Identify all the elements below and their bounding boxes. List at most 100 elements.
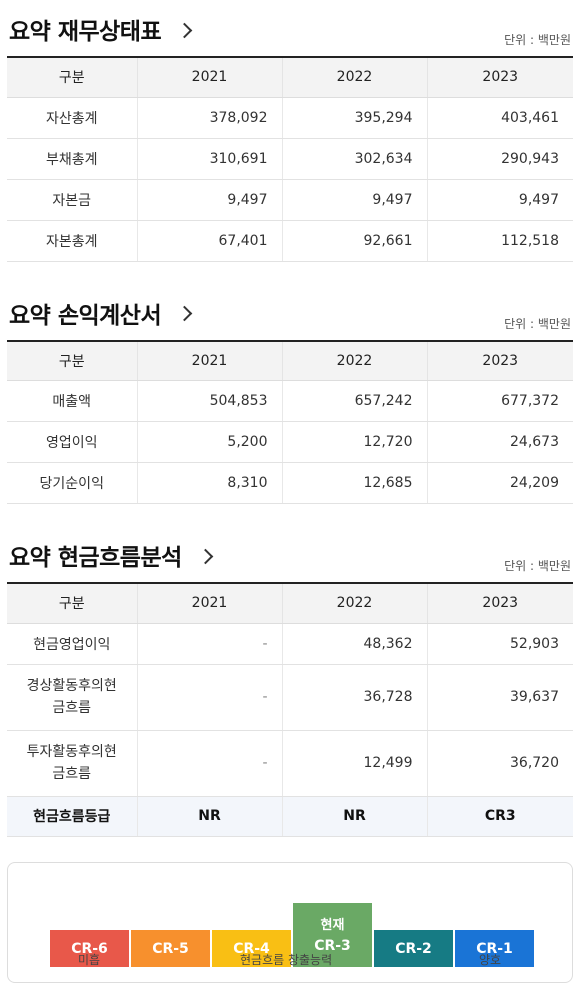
cell-value: 36,720 <box>426 730 573 797</box>
column-header: 구분 <box>7 340 137 381</box>
table-row: 영업이익 5,200 12,720 24,673 <box>7 421 573 463</box>
chevron-right-icon <box>197 548 214 564</box>
scale-label-center: 현금흐름 창출능력 <box>240 953 333 967</box>
chevron-right-icon <box>176 22 193 38</box>
cell-value: 48,362 <box>281 623 427 665</box>
cell-value: 310,691 <box>136 138 282 180</box>
column-header: 2021 <box>136 583 282 624</box>
cell-value: 504,853 <box>136 380 282 422</box>
cashflow-section-header: 요약 현금흐름분석 단위 : 백만원 <box>7 504 573 582</box>
grade-code: CR-6 <box>71 940 108 957</box>
current-label: 현재 <box>320 918 345 933</box>
column-header: 구분 <box>7 583 137 624</box>
scale-label-poor: 미흡 <box>78 953 101 967</box>
cell-value: 24,209 <box>426 462 573 504</box>
income-unit: 단위 : 백만원 <box>504 316 571 331</box>
row-label: 투자활동후의현 금흐름 <box>7 730 137 797</box>
cell-value: 9,497 <box>281 179 427 221</box>
table-header-row: 구분 2021 2022 2023 <box>7 340 573 381</box>
grade-bar-cr4: CR-4 <box>212 930 291 967</box>
table-header-row: 구분 2021 2022 2023 <box>7 57 573 98</box>
cell-value: 302,634 <box>281 138 427 180</box>
column-header: 2022 <box>281 57 427 98</box>
income-title-link[interactable]: 요약 손익계산서 <box>9 296 193 330</box>
grade-row: 현금흐름등급 NR NR CR3 <box>7 796 573 837</box>
scale-label-good: 양호 <box>479 953 502 967</box>
grade-bar-cr2: CR-2 <box>374 930 453 967</box>
income-table: 구분 2021 2022 2023 매출액 504,853 657,242 67… <box>7 340 573 504</box>
grade-value: CR3 <box>426 796 573 837</box>
balance-table: 구분 2021 2022 2023 자산총계 378,092 395,294 4… <box>7 56 573 262</box>
grade-bar-cr6: CR-6 <box>50 930 129 967</box>
column-header: 2022 <box>281 583 427 624</box>
row-label-line: 투자활동후의현 <box>26 744 117 760</box>
row-label: 자본금 <box>7 179 137 221</box>
cell-value: 112,518 <box>426 220 573 262</box>
grade-code: CR-4 <box>233 940 270 957</box>
cell-value: 12,720 <box>281 421 427 463</box>
grade-code: CR-2 <box>395 940 432 957</box>
cell-value: 8,310 <box>136 462 282 504</box>
grade-code: CR-5 <box>152 940 189 957</box>
grade-row-label: 현금흐름등급 <box>7 796 137 837</box>
column-header: 2023 <box>426 340 573 381</box>
column-header: 2023 <box>426 583 573 624</box>
cell-value: 657,242 <box>281 380 427 422</box>
column-header: 2022 <box>281 340 427 381</box>
cell-value: - <box>136 664 282 731</box>
chevron-right-icon <box>176 305 193 322</box>
cell-value: 290,943 <box>426 138 573 180</box>
grade-code: CR-1 <box>476 940 513 957</box>
cell-value: - <box>136 623 282 665</box>
column-header: 구분 <box>7 57 137 98</box>
balance-title: 요약 재무상태표 <box>9 19 162 45</box>
row-label-line: 경상활동후의현 <box>26 678 117 694</box>
table-row: 자본금 9,497 9,497 9,497 <box>7 179 573 221</box>
column-header: 2021 <box>136 340 282 381</box>
grade-code: CR-3 <box>314 938 351 954</box>
row-label: 당기순이익 <box>7 462 137 504</box>
cell-value: 92,661 <box>281 220 427 262</box>
table-row: 자산총계 378,092 395,294 403,461 <box>7 97 573 139</box>
balance-unit: 단위 : 백만원 <box>504 33 571 47</box>
table-header-row: 구분 2021 2022 2023 <box>7 583 573 624</box>
cell-value: 9,497 <box>136 179 282 221</box>
grade-bars: CR-6 CR-5 CR-4 현재 CR-3 CR-2 CR-1 <box>50 903 536 967</box>
cell-value: 39,637 <box>426 664 573 731</box>
balance-section-header: 요약 재무상태표 단위 : 백만원 <box>7 0 573 56</box>
row-label: 자산총계 <box>7 97 137 139</box>
table-row: 투자활동후의현 금흐름 - 12,499 36,720 <box>7 730 573 797</box>
table-row: 현금영업이익 - 48,362 52,903 <box>7 623 573 665</box>
cell-value: 9,497 <box>426 179 573 221</box>
cashflow-title: 요약 현금흐름분석 <box>9 545 182 571</box>
cell-value: 52,903 <box>426 623 573 665</box>
grade-value: NR <box>281 796 427 837</box>
table-row: 매출액 504,853 657,242 677,372 <box>7 380 573 422</box>
cell-value: 677,372 <box>426 380 573 422</box>
cashflow-unit: 단위 : 백만원 <box>504 559 571 573</box>
cell-value: 67,401 <box>136 220 282 262</box>
row-label: 매출액 <box>7 380 137 422</box>
row-label-line: 금흐름 <box>52 766 92 782</box>
table-row: 자본총계 67,401 92,661 112,518 <box>7 220 573 262</box>
row-label-line: 금흐름 <box>52 700 92 716</box>
cell-value: - <box>136 730 282 797</box>
balance-title-link[interactable]: 요약 재무상태표 <box>9 12 193 46</box>
cell-value: 5,200 <box>136 421 282 463</box>
cell-value: 36,728 <box>281 664 427 731</box>
row-label: 자본총계 <box>7 220 137 262</box>
cell-value: 12,499 <box>281 730 427 797</box>
cashflow-title-link[interactable]: 요약 현금흐름분석 <box>9 538 214 572</box>
row-label: 영업이익 <box>7 421 137 463</box>
grade-bar-cr5: CR-5 <box>131 930 210 967</box>
cashflow-table: 구분 2021 2022 2023 현금영업이익 - 48,362 52,903… <box>7 582 573 837</box>
column-header: 2021 <box>136 57 282 98</box>
grade-bar-cr3-current: 현재 CR-3 <box>293 903 372 967</box>
column-header: 2023 <box>426 57 573 98</box>
cell-value: 395,294 <box>281 97 427 139</box>
cell-value: 24,673 <box>426 421 573 463</box>
cell-value: 378,092 <box>136 97 282 139</box>
table-row: 당기순이익 8,310 12,685 24,209 <box>7 462 573 504</box>
table-row: 부채총계 310,691 302,634 290,943 <box>7 138 573 180</box>
